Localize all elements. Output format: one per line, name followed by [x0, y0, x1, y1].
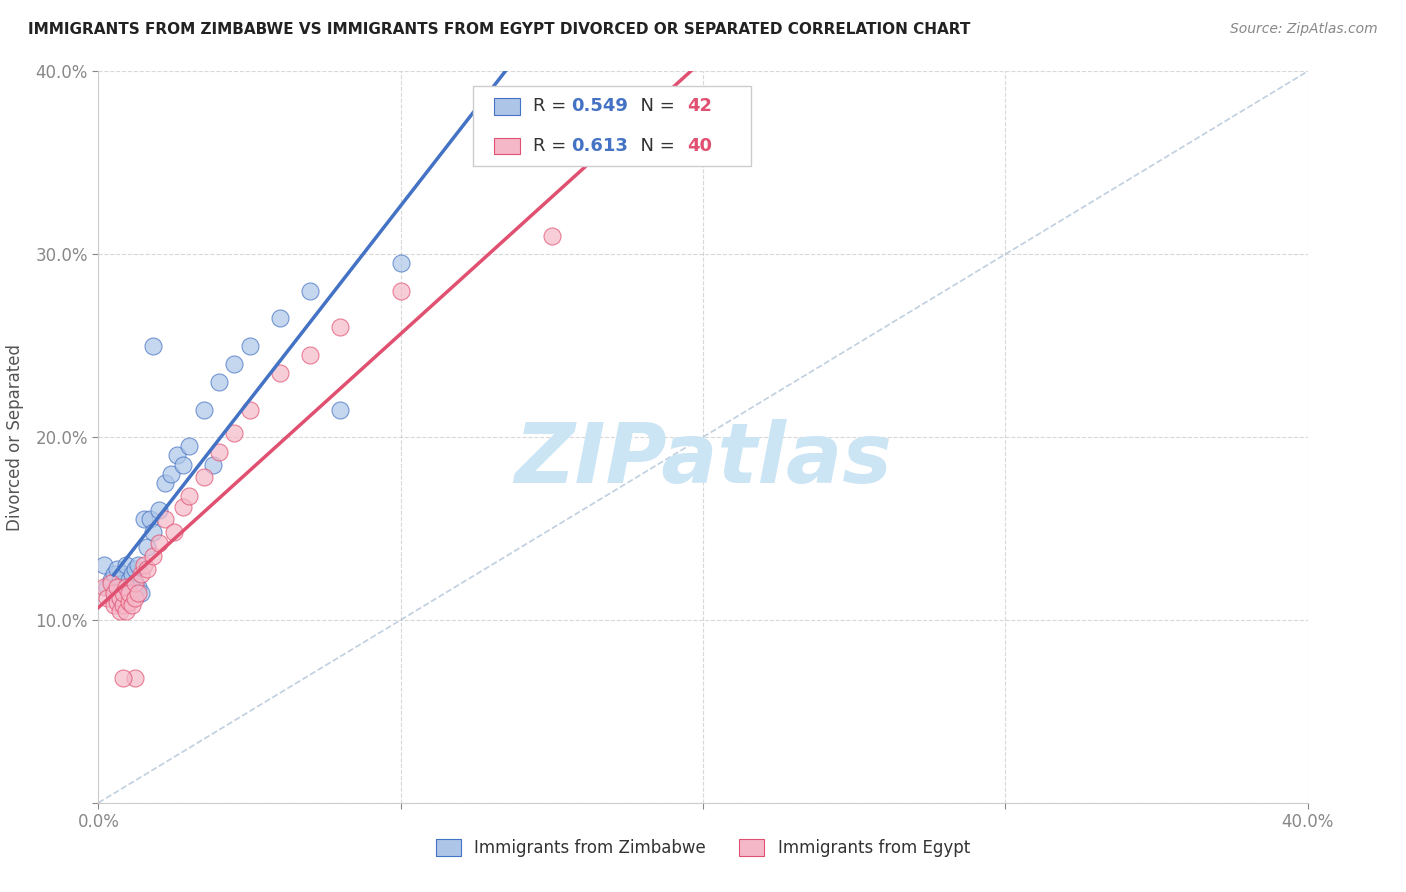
Point [114, 604, 136, 618]
Text: IMMIGRANTS FROM ZIMBABWE VS IMMIGRANTS FROM EGYPT DIVORCED OR SEPARATED CORRELAT: IMMIGRANTS FROM ZIMBABWE VS IMMIGRANTS F… [28, 22, 970, 37]
Point [111, 576, 134, 591]
Point [389, 284, 412, 298]
Point [103, 599, 125, 613]
Text: 40: 40 [688, 137, 713, 155]
Point [129, 567, 152, 582]
Point [132, 512, 155, 526]
Point [142, 525, 165, 540]
Point [166, 448, 188, 462]
Point [179, 439, 201, 453]
Point [127, 558, 149, 573]
Point [224, 357, 246, 371]
Point [111, 599, 134, 613]
Point [299, 284, 322, 298]
Point [153, 512, 176, 526]
Y-axis label: Divorced or Separated: Divorced or Separated [7, 343, 24, 531]
Point [121, 585, 143, 599]
Point [160, 467, 183, 481]
Point [153, 475, 176, 490]
Point [329, 320, 352, 334]
Point [111, 567, 134, 582]
Point [129, 585, 152, 599]
FancyBboxPatch shape [494, 98, 520, 114]
Point [124, 562, 146, 576]
Point [124, 576, 146, 591]
Point [96, 591, 118, 605]
Point [108, 585, 131, 599]
Point [172, 500, 194, 514]
Point [103, 585, 125, 599]
Point [329, 402, 352, 417]
Text: N =: N = [630, 97, 681, 115]
Point [105, 594, 128, 608]
Point [114, 580, 136, 594]
Point [118, 585, 141, 599]
Point [121, 599, 143, 613]
Point [108, 604, 131, 618]
Point [193, 470, 215, 484]
Text: 0.549: 0.549 [571, 97, 628, 115]
Text: Source: ZipAtlas.com: Source: ZipAtlas.com [1230, 22, 1378, 37]
Point [139, 512, 162, 526]
Text: N =: N = [630, 137, 681, 155]
FancyBboxPatch shape [474, 86, 751, 167]
Point [202, 458, 225, 472]
Point [114, 591, 136, 605]
Text: ZIPatlas: ZIPatlas [515, 418, 891, 500]
Point [135, 540, 157, 554]
Text: R =: R = [533, 97, 571, 115]
Point [540, 229, 562, 244]
Point [118, 580, 141, 594]
Point [105, 580, 128, 594]
Point [269, 311, 291, 326]
Point [105, 580, 128, 594]
Text: 42: 42 [688, 97, 713, 115]
Point [172, 458, 194, 472]
Point [389, 256, 412, 270]
Point [132, 558, 155, 573]
Point [208, 444, 231, 458]
Point [163, 525, 186, 540]
Legend: Immigrants from Zimbabwe, Immigrants from Egypt: Immigrants from Zimbabwe, Immigrants fro… [429, 832, 977, 864]
Point [96, 580, 118, 594]
Point [100, 573, 122, 587]
Point [124, 576, 146, 591]
Point [111, 585, 134, 599]
Point [118, 573, 141, 587]
Point [103, 567, 125, 582]
Point [239, 338, 262, 352]
Point [127, 580, 149, 594]
Point [193, 402, 215, 417]
Point [103, 585, 125, 599]
Text: 0.613: 0.613 [571, 137, 628, 155]
Point [224, 426, 246, 441]
Point [135, 562, 157, 576]
Point [111, 672, 134, 686]
Point [148, 536, 170, 550]
Point [299, 348, 322, 362]
Point [105, 562, 128, 576]
Point [100, 576, 122, 591]
Point [127, 585, 149, 599]
Point [208, 375, 231, 389]
Point [239, 402, 262, 417]
Point [269, 366, 291, 380]
Point [692, 146, 714, 161]
Point [179, 489, 201, 503]
Point [124, 672, 146, 686]
Point [142, 338, 165, 352]
Point [93, 558, 115, 573]
FancyBboxPatch shape [494, 138, 520, 154]
Point [121, 567, 143, 582]
Point [93, 580, 115, 594]
Point [142, 549, 165, 563]
Point [114, 558, 136, 573]
Point [118, 594, 141, 608]
Point [108, 573, 131, 587]
Text: R =: R = [533, 137, 571, 155]
Point [108, 591, 131, 605]
Point [124, 591, 146, 605]
Point [148, 503, 170, 517]
